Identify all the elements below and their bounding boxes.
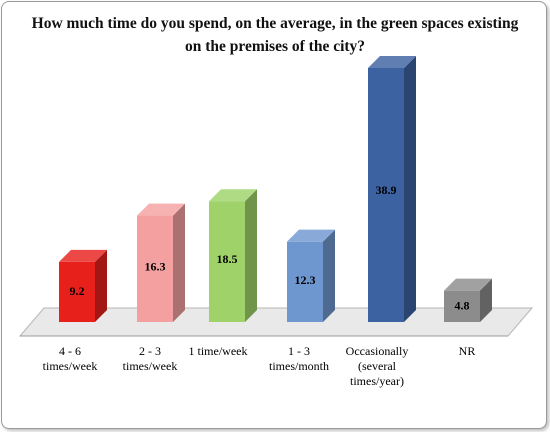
- bar-side-1: [173, 203, 185, 322]
- bar-value-label-4: 38.9: [376, 183, 397, 197]
- category-label-line: Occasionally: [345, 344, 409, 358]
- category-label-line: 2 - 3: [139, 344, 161, 358]
- bar-1: [137, 215, 173, 322]
- bar-4: [368, 68, 404, 322]
- bar-top-5: [444, 278, 492, 291]
- category-label-1: 2 - 3 times/week: [105, 344, 195, 374]
- bar-value-label-2: 18.5: [217, 252, 238, 266]
- bar-0: [59, 261, 95, 322]
- bar-value-label-1: 16.3: [145, 260, 166, 274]
- category-label-line: times/week: [122, 359, 178, 373]
- category-label-line: (several: [358, 359, 396, 373]
- bar-side-2: [245, 189, 257, 322]
- category-label-line: times/month: [269, 359, 329, 373]
- bar-5: [444, 290, 480, 322]
- category-label-2: 1 time/week: [173, 344, 263, 359]
- bar-top-4: [368, 56, 416, 68]
- bar-side-4: [404, 56, 416, 322]
- bar-top-3: [287, 229, 335, 242]
- category-label-5: NR: [422, 344, 512, 359]
- bar-2: [209, 201, 245, 322]
- bar-value-label-0: 9.2: [70, 284, 85, 298]
- category-label-4: Occasionally (several times/year): [327, 344, 427, 389]
- category-label-line: times/week: [42, 359, 98, 373]
- category-label-3: 1 - 3 times/month: [254, 344, 344, 374]
- category-label-line: 1 time/week: [188, 344, 248, 358]
- category-label-line: NR: [458, 344, 476, 358]
- bar-top-1: [137, 203, 185, 216]
- category-label-0: 4 - 6 times/week: [25, 344, 115, 374]
- bar-side-3: [323, 229, 335, 322]
- bar-3: [287, 241, 323, 322]
- bar-top-0: [59, 249, 107, 262]
- bar-side-0: [95, 249, 107, 322]
- bar-side-5: [480, 278, 492, 322]
- category-label-line: 1 - 3: [288, 344, 310, 358]
- category-label-line: 4 - 6: [59, 344, 81, 358]
- chart-title: How much time do you spend, on the avera…: [31, 15, 519, 55]
- bar-top-2: [209, 189, 257, 202]
- bar-value-label-5: 4.8: [455, 299, 470, 313]
- category-label-line: times/year): [350, 374, 404, 388]
- bar-value-label-3: 12.3: [295, 273, 316, 287]
